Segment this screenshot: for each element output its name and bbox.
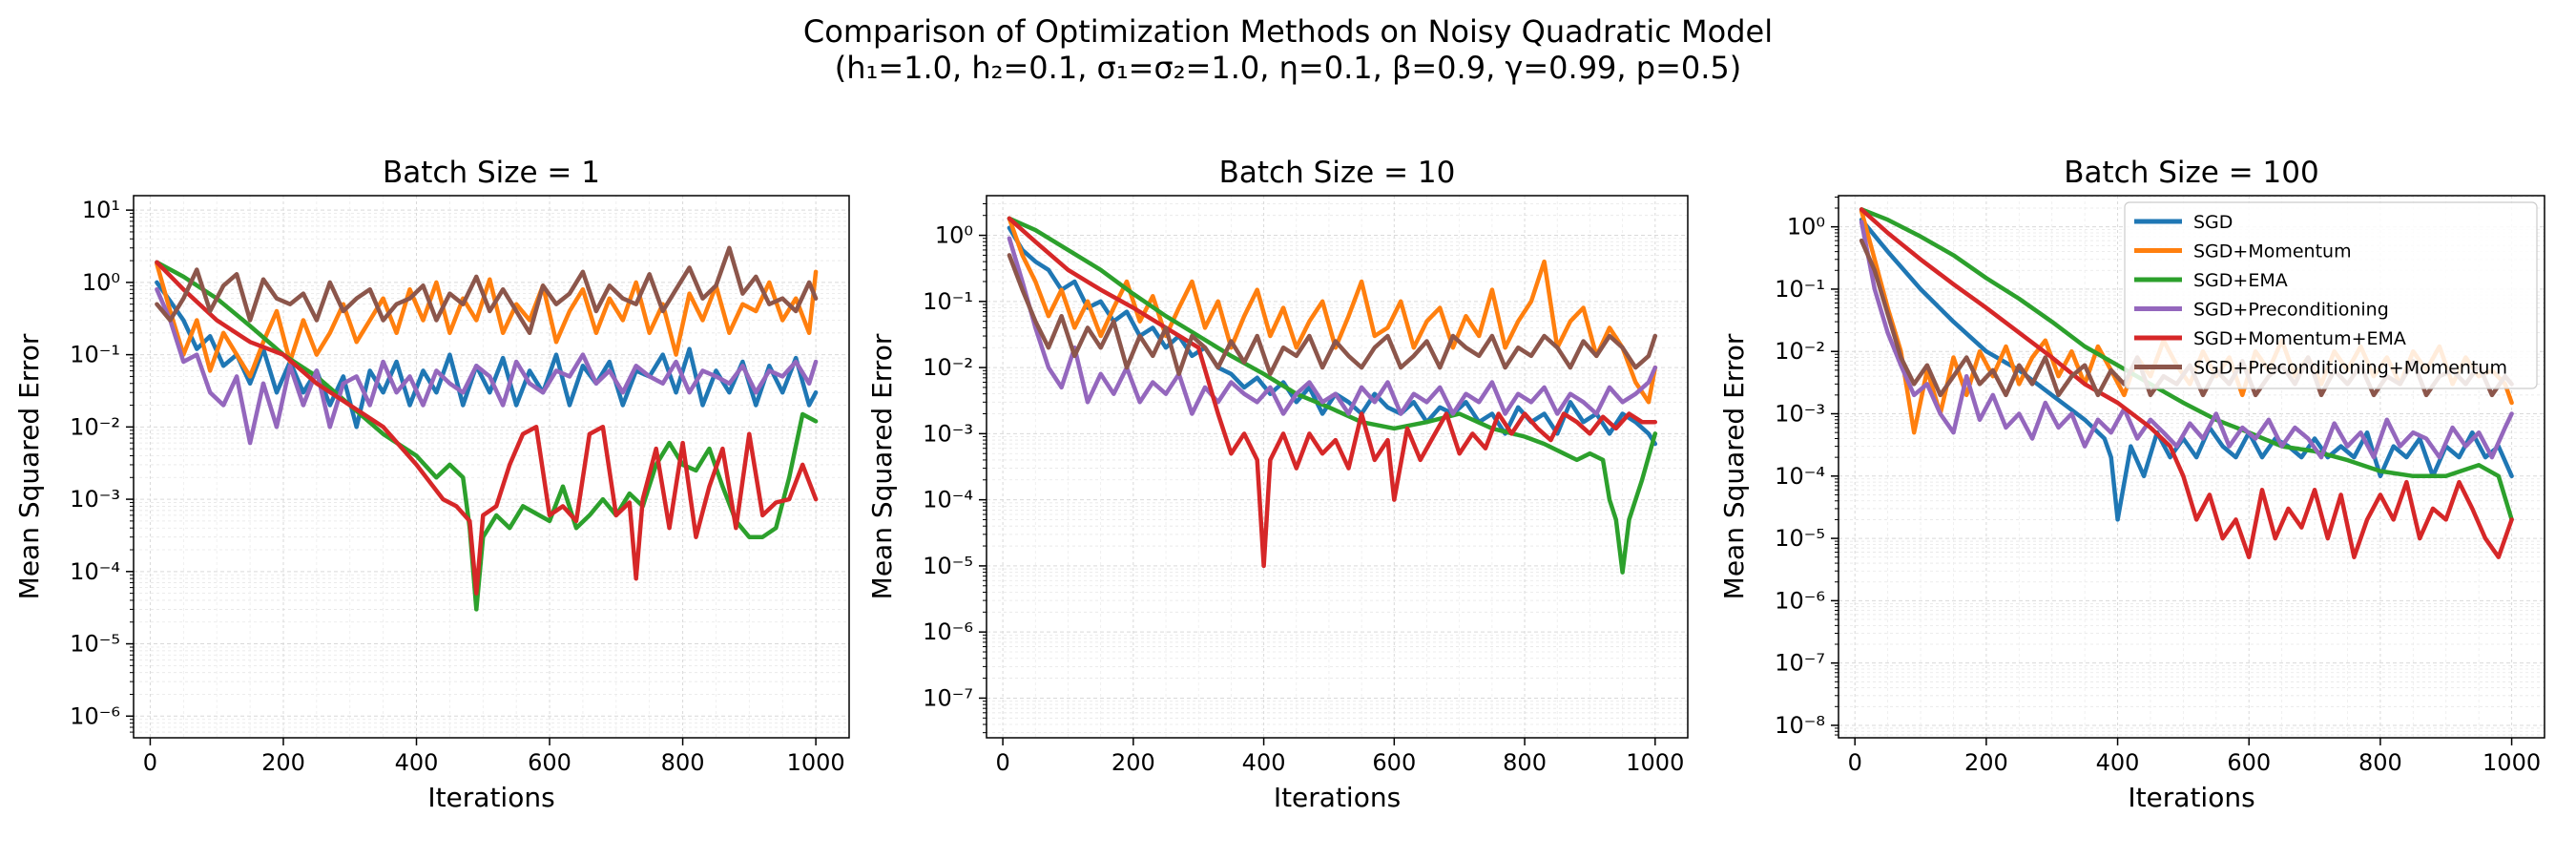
panel-title: Batch Size = 100 [2064, 156, 2318, 190]
x-tick-label: 1000 [787, 749, 845, 776]
legend-entry-label: SGD+EMA [2193, 270, 2288, 291]
series-line-sgd-momentum-ema [1007, 216, 1658, 569]
axes-frame [1838, 195, 2545, 739]
x-tick-label: 600 [2227, 749, 2271, 776]
series-line-sgd-preconditioning [1859, 220, 2514, 460]
figure-title: Comparison of Optimization Methods on No… [802, 13, 1774, 50]
y-tick-label: 10⁻² [1775, 338, 1825, 365]
chart-panel-1: 0 200 400 600 800 1000 10⁻⁶ 10⁻⁵ 10⁻⁴ 10⁻³ 10⁻² 10⁻… [13, 156, 850, 813]
chart-panel-2: 0 200 400 600 800 1000 10⁻⁷ 10⁻⁶ 10⁻⁵ 10⁻⁴ 10⁻³ 10⁻… [866, 156, 1689, 813]
legend: SGD SGD+Momentum SGD+EMA SGD+Preconditionin… [2124, 201, 2538, 389]
series-line-sgd-ema [155, 260, 819, 612]
x-tick-label: 200 [1111, 749, 1155, 776]
x-tick-label: 800 [1503, 749, 1547, 776]
series-group [155, 245, 819, 612]
y-tick-label: 10⁻⁵ [70, 631, 120, 658]
y-tick-label: 10⁻⁶ [70, 702, 120, 729]
axes-frame [133, 195, 850, 739]
y-tick-label: 10⁻⁸ [1775, 712, 1825, 739]
x-tick-label: 800 [2358, 749, 2402, 776]
y-tick-label: 10⁻¹ [923, 288, 973, 315]
axes-frame [986, 195, 1689, 739]
y-tick-label: 10⁻³ [923, 420, 973, 447]
y-axis-label: Mean Squared Error [1718, 333, 1750, 599]
series-line-sgd-momentum-ema [155, 260, 819, 596]
y-tick-label: 10⁰ [1787, 214, 1825, 241]
series-line-sgd-preconditioning [1007, 236, 1658, 416]
x-tick-label: 800 [661, 749, 705, 776]
y-tick-label: 10⁻¹ [1775, 276, 1825, 303]
legend-entry-label: SGD+Momentum [2193, 241, 2352, 262]
legend-box [2124, 201, 2538, 389]
legend-entry-label: SGD+Preconditioning+Momentum [2193, 358, 2507, 379]
legend-entry-label: SGD+Momentum+EMA [2193, 328, 2406, 349]
y-tick-label: 10⁻⁵ [923, 553, 973, 579]
chart-panel-3: 0 200 400 600 800 1000 10⁻⁸ 10⁻⁷ 10⁻⁶ 10⁻⁵ 10⁻⁴ 10⁻… [1718, 156, 2545, 813]
y-tick-label: 10⁻² [70, 413, 120, 440]
y-tick-label: 10⁻⁴ [1775, 463, 1825, 490]
panel-title: Batch Size = 1 [383, 156, 600, 190]
x-tick-label: 0 [995, 749, 1009, 776]
y-axis-label: Mean Squared Error [13, 333, 45, 599]
x-tick-label: 1000 [1626, 749, 1684, 776]
x-axis-label: Iterations [427, 782, 554, 813]
panel-title: Batch Size = 10 [1219, 156, 1456, 190]
x-tick-label: 200 [261, 749, 305, 776]
x-tick-label: 1000 [2483, 749, 2541, 776]
y-tick-label: 10⁻⁵ [1775, 525, 1825, 552]
y-tick-label: 10⁻⁷ [1775, 650, 1825, 677]
y-tick-label: 10⁻⁴ [70, 558, 120, 585]
y-tick-label: 10⁻⁷ [923, 684, 973, 711]
x-axis-label: Iterations [2128, 782, 2254, 813]
figure-subtitle: (h₁=1.0, h₂=0.1, σ₁=σ₂=1.0, η=0.1, β=0.9… [834, 50, 1742, 86]
x-tick-label: 0 [143, 749, 157, 776]
x-tick-label: 600 [528, 749, 571, 776]
series-line-sgd-ema [1859, 207, 2514, 522]
y-tick-label: 10⁻⁶ [1775, 587, 1825, 614]
series-line-sgd-preconditioning [155, 286, 819, 446]
y-tick-label: 10⁻² [923, 354, 973, 381]
series-line-sgd-preconditioning-momentum [155, 245, 819, 336]
y-tick-label: 10⁻¹ [70, 342, 120, 368]
series-line-sgd-momentum-ema [1859, 207, 2514, 559]
series-line-sgd-preconditioning-momentum [1007, 253, 1658, 377]
x-tick-label: 600 [1372, 749, 1416, 776]
x-tick-label: 400 [1242, 749, 1286, 776]
y-tick-label: 10¹ [82, 197, 120, 223]
x-axis-label: Iterations [1274, 782, 1401, 813]
series-group [1007, 216, 1658, 575]
x-tick-label: 400 [395, 749, 439, 776]
y-axis-label: Mean Squared Error [866, 333, 898, 599]
series-line-sgd [155, 280, 819, 430]
x-tick-label: 0 [1848, 749, 1862, 776]
x-tick-label: 200 [1964, 749, 2008, 776]
y-tick-label: 10⁰ [935, 222, 973, 249]
y-tick-label: 10⁻³ [70, 486, 120, 513]
y-tick-label: 10⁻³ [1775, 401, 1825, 428]
y-tick-label: 10⁻⁴ [923, 487, 973, 513]
y-tick-label: 10⁻⁶ [923, 618, 973, 645]
legend-entry-label: SGD+Preconditioning [2193, 300, 2389, 321]
legend-entry-label: SGD [2193, 212, 2233, 233]
y-tick-label: 10⁰ [82, 269, 120, 296]
x-tick-label: 400 [2096, 749, 2140, 776]
series-line-sgd-momentum [155, 262, 819, 379]
